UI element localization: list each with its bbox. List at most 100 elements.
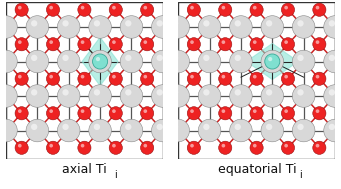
Circle shape — [31, 89, 37, 96]
Circle shape — [120, 85, 143, 107]
Circle shape — [324, 50, 341, 73]
Circle shape — [49, 109, 53, 113]
Circle shape — [18, 109, 21, 113]
Circle shape — [229, 85, 252, 107]
Circle shape — [151, 85, 174, 107]
Circle shape — [140, 107, 154, 120]
Circle shape — [49, 75, 53, 78]
Circle shape — [49, 40, 53, 44]
Circle shape — [297, 124, 304, 130]
Circle shape — [198, 85, 221, 107]
Circle shape — [268, 57, 272, 61]
Circle shape — [57, 119, 80, 142]
Circle shape — [297, 89, 304, 96]
Circle shape — [0, 119, 17, 142]
Circle shape — [284, 75, 288, 78]
Circle shape — [140, 38, 154, 51]
Circle shape — [235, 20, 241, 26]
Circle shape — [235, 89, 241, 96]
Circle shape — [89, 50, 112, 73]
Circle shape — [229, 16, 252, 38]
Circle shape — [266, 89, 272, 96]
Circle shape — [229, 119, 252, 142]
Circle shape — [15, 107, 28, 120]
Circle shape — [316, 144, 320, 148]
Circle shape — [46, 72, 60, 85]
Circle shape — [157, 124, 163, 130]
Circle shape — [222, 75, 225, 78]
Circle shape — [78, 38, 91, 51]
Circle shape — [94, 55, 100, 61]
Circle shape — [261, 119, 284, 142]
Circle shape — [94, 20, 100, 26]
Circle shape — [125, 89, 132, 96]
Circle shape — [261, 16, 284, 38]
Circle shape — [253, 75, 256, 78]
Circle shape — [57, 85, 80, 107]
Circle shape — [81, 6, 84, 9]
Circle shape — [187, 141, 201, 154]
Circle shape — [198, 119, 221, 142]
Circle shape — [172, 20, 178, 26]
Circle shape — [172, 124, 178, 130]
Circle shape — [78, 141, 91, 154]
Circle shape — [15, 72, 28, 85]
Circle shape — [313, 107, 326, 120]
Circle shape — [144, 6, 147, 9]
Circle shape — [0, 16, 17, 38]
Circle shape — [89, 85, 112, 107]
Circle shape — [316, 75, 320, 78]
Circle shape — [0, 20, 6, 26]
Circle shape — [222, 144, 225, 148]
Circle shape — [62, 20, 69, 26]
Polygon shape — [82, 37, 118, 86]
Circle shape — [250, 38, 263, 51]
Circle shape — [229, 50, 252, 73]
Circle shape — [157, 55, 163, 61]
Circle shape — [81, 75, 84, 78]
Circle shape — [222, 40, 225, 44]
Circle shape — [187, 3, 201, 16]
Circle shape — [0, 50, 17, 73]
Circle shape — [0, 85, 17, 107]
Circle shape — [235, 55, 241, 61]
Circle shape — [92, 54, 108, 69]
Circle shape — [15, 141, 28, 154]
Circle shape — [57, 16, 80, 38]
Circle shape — [15, 3, 28, 16]
Circle shape — [250, 72, 263, 85]
Circle shape — [261, 50, 284, 73]
Circle shape — [253, 144, 256, 148]
Circle shape — [198, 16, 221, 38]
Circle shape — [112, 40, 116, 44]
Circle shape — [222, 109, 225, 113]
Circle shape — [235, 124, 241, 130]
Circle shape — [109, 38, 122, 51]
Circle shape — [253, 40, 256, 44]
Circle shape — [151, 119, 174, 142]
Circle shape — [313, 72, 326, 85]
Circle shape — [329, 55, 335, 61]
Circle shape — [26, 16, 49, 38]
Circle shape — [190, 40, 194, 44]
Circle shape — [167, 85, 190, 107]
Circle shape — [125, 20, 132, 26]
Circle shape — [18, 144, 21, 148]
Circle shape — [26, 85, 49, 107]
Circle shape — [284, 109, 288, 113]
Circle shape — [187, 72, 201, 85]
Circle shape — [109, 107, 122, 120]
Circle shape — [94, 89, 100, 96]
Circle shape — [62, 89, 69, 96]
Circle shape — [266, 124, 272, 130]
Circle shape — [313, 3, 326, 16]
Circle shape — [219, 107, 232, 120]
Circle shape — [281, 3, 295, 16]
Circle shape — [120, 50, 143, 73]
Circle shape — [144, 40, 147, 44]
Circle shape — [190, 75, 194, 78]
Circle shape — [281, 38, 295, 51]
Circle shape — [203, 89, 209, 96]
Circle shape — [151, 16, 174, 38]
Circle shape — [18, 6, 21, 9]
